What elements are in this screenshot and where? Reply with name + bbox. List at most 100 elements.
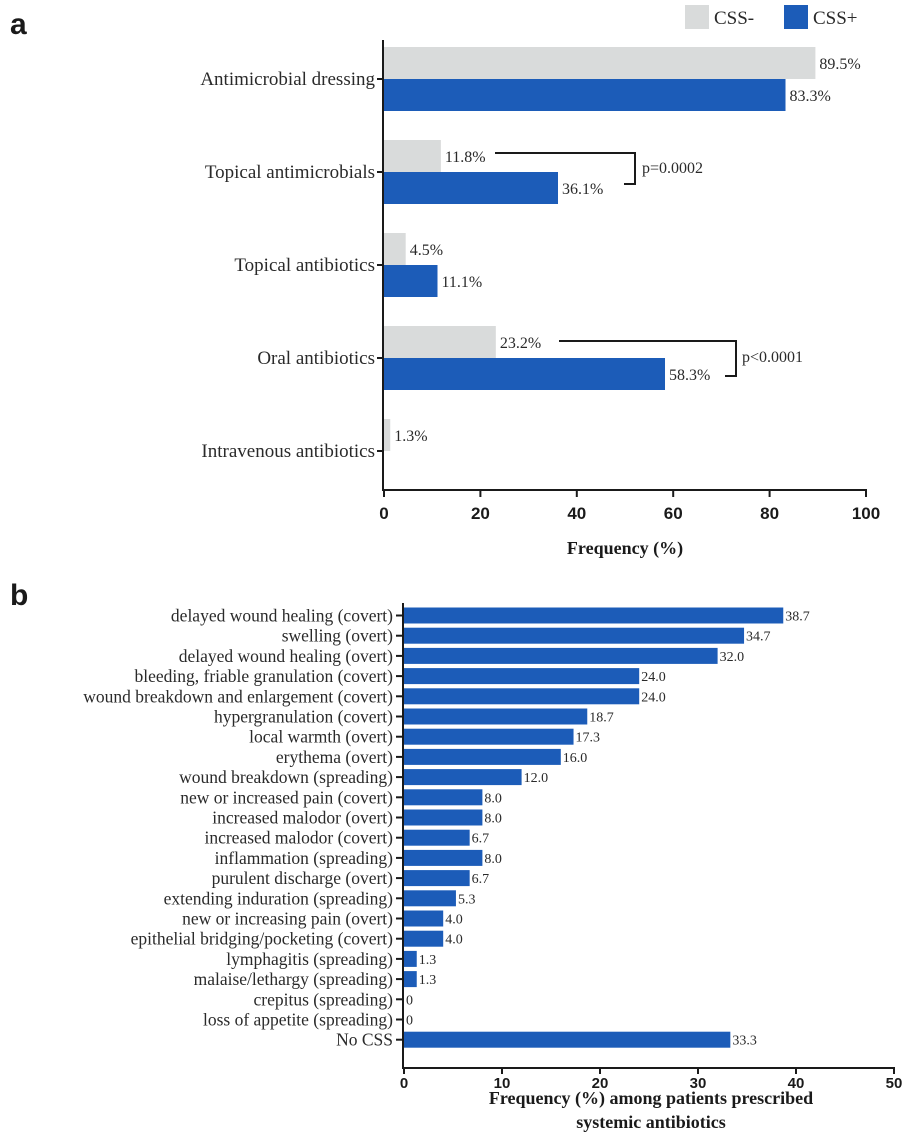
panel-b: b delayed wound healing (covert) 38.7 swel… bbox=[10, 579, 902, 1132]
x-tick-label-0: 0 bbox=[379, 504, 388, 523]
p-value-topical-antimicrobials: p=0.0002 bbox=[642, 160, 703, 177]
panel-a-bars bbox=[384, 47, 816, 451]
data-label-wound-breakdown-spreading: 12.0 bbox=[524, 771, 549, 786]
data-label-hypergranulation-covert: 18.7 bbox=[589, 711, 614, 726]
panel-a-x-ticks: 0 20 40 60 80 100 bbox=[379, 490, 880, 523]
category-label-no-css: No CSS bbox=[336, 1030, 393, 1050]
bracket-line bbox=[495, 152, 636, 185]
legend-label-css-minus: CSS- bbox=[714, 8, 754, 29]
category-label-malaise-lethargy-spreading: malaise/lethargy (spreading) bbox=[194, 969, 394, 989]
data-label-bleeding-friable-granulation-covert: 24.0 bbox=[641, 670, 666, 685]
data-label-css-antimicrobial-dressing: 83.3% bbox=[790, 88, 831, 105]
category-label-wound-breakdown-spreading: wound breakdown (spreading) bbox=[179, 767, 393, 787]
data-label-new-or-increasing-pain-overt: 4.0 bbox=[445, 913, 463, 928]
data-label-epithelial-bridging-pocketing-covert: 4.0 bbox=[445, 933, 463, 948]
category-label-hypergranulation-covert: hypergranulation (covert) bbox=[214, 707, 393, 727]
data-label-inflammation-spreading: 8.0 bbox=[484, 852, 502, 867]
bar-css-topical-antimicrobials bbox=[384, 140, 441, 172]
bracket-line bbox=[559, 340, 737, 377]
data-label-purulent-discharge-overt: 6.7 bbox=[472, 872, 490, 887]
category-label-inflammation-spreading: inflammation (spreading) bbox=[215, 848, 394, 868]
x-tick-label-40: 40 bbox=[567, 504, 586, 523]
data-label-lymphagitis-spreading: 1.3 bbox=[419, 953, 437, 968]
legend-label-css-plus: CSS+ bbox=[813, 8, 858, 29]
data-label-wound-breakdown-and-enlargement-covert: 24.0 bbox=[641, 690, 666, 705]
x-tick-label-80: 80 bbox=[760, 504, 779, 523]
data-label-local-warmth-overt: 17.3 bbox=[576, 731, 601, 746]
bar-local-warmth-overt bbox=[404, 728, 574, 745]
bar-css-antimicrobial-dressing bbox=[384, 47, 816, 79]
bar-css-oral-antibiotics bbox=[384, 326, 496, 358]
data-label-erythema-overt: 16.0 bbox=[563, 751, 588, 766]
bar-increased-malodor-covert bbox=[404, 829, 470, 846]
x-tick-label-60: 60 bbox=[664, 504, 683, 523]
bar-epithelial-bridging-pocketing-covert bbox=[404, 930, 444, 947]
category-label-delayed-wound-healing-overt: delayed wound healing (overt) bbox=[179, 646, 393, 666]
panel-a: a CSS- CSS+ Antimicrobial dressing 89.5% 8… bbox=[10, 5, 880, 559]
data-label-delayed-wound-healing-overt: 32.0 bbox=[720, 650, 745, 665]
x-tick-label-10: 10 bbox=[494, 1075, 511, 1092]
data-label-malaise-lethargy-spreading: 1.3 bbox=[419, 973, 437, 988]
category-label-increased-malodor-covert: increased malodor (covert) bbox=[204, 828, 393, 848]
category-label-topical-antibiotics: Topical antibiotics bbox=[234, 255, 375, 276]
legend-swatch-css-minus bbox=[685, 5, 709, 29]
panel-b-x-ticks: 0 10 20 30 40 50 bbox=[400, 1068, 903, 1092]
data-label-css-topical-antibiotics: 4.5% bbox=[410, 242, 443, 259]
x-tick-label-0: 0 bbox=[400, 1075, 408, 1092]
bar-css-oral-antibiotics bbox=[384, 358, 666, 390]
data-label-css-topical-antimicrobials: 11.8% bbox=[445, 149, 486, 166]
bar-css-intravenous-antibiotics bbox=[384, 419, 391, 451]
data-label-css-oral-antibiotics: 58.3% bbox=[669, 367, 710, 384]
bar-css-antimicrobial-dressing bbox=[384, 79, 786, 111]
bar-bleeding-friable-granulation-covert bbox=[404, 668, 640, 685]
category-label-new-or-increasing-pain-overt: new or increasing pain (overt) bbox=[182, 909, 393, 929]
data-label-crepitus-spreading: 0 bbox=[406, 993, 413, 1008]
x-tick-label-20: 20 bbox=[471, 504, 490, 523]
data-label-increased-malodor-covert: 6.7 bbox=[472, 832, 490, 847]
category-label-topical-antimicrobials: Topical antimicrobials bbox=[205, 162, 375, 183]
bar-erythema-overt bbox=[404, 748, 561, 765]
bar-css-topical-antimicrobials bbox=[384, 172, 559, 204]
panel-a-labels: Antimicrobial dressing 89.5% 83.3% Topical … bbox=[200, 56, 860, 462]
x-tick-label-20: 20 bbox=[592, 1075, 609, 1092]
bar-extending-induration-spreading bbox=[404, 890, 456, 907]
category-label-antimicrobial-dressing: Antimicrobial dressing bbox=[200, 69, 375, 90]
bar-wound-breakdown-and-enlargement-covert bbox=[404, 688, 640, 705]
bar-lymphagitis-spreading bbox=[404, 950, 417, 967]
panel-b-letter: b bbox=[10, 579, 28, 612]
x-tick-label-50: 50 bbox=[886, 1075, 903, 1092]
bar-hypergranulation-covert bbox=[404, 708, 588, 725]
data-label-no-css: 33.3 bbox=[732, 1034, 757, 1049]
data-label-css-antimicrobial-dressing: 89.5% bbox=[819, 56, 860, 73]
data-label-new-or-increased-pain-covert: 8.0 bbox=[484, 791, 502, 806]
panel-a-x-label: Frequency (%) bbox=[567, 538, 683, 559]
bar-delayed-wound-healing-overt bbox=[404, 647, 718, 664]
bar-inflammation-spreading bbox=[404, 849, 483, 866]
panel-b-x-label-line-2: systemic antibiotics bbox=[576, 1112, 725, 1132]
bar-swelling-overt bbox=[404, 627, 745, 644]
panel-b-bars bbox=[404, 607, 784, 1048]
x-tick-label-30: 30 bbox=[690, 1075, 707, 1092]
data-label-increased-malodor-overt: 8.0 bbox=[484, 812, 502, 827]
category-label-loss-of-appetite-spreading: loss of appetite (spreading) bbox=[203, 1010, 393, 1030]
category-label-extending-induration-spreading: extending induration (spreading) bbox=[164, 888, 394, 908]
category-label-crepitus-spreading: crepitus (spreading) bbox=[254, 989, 394, 1009]
panel-b-labels: delayed wound healing (covert) 38.7 swelli… bbox=[83, 606, 809, 1050]
category-label-lymphagitis-spreading: lymphagitis (spreading) bbox=[226, 949, 393, 969]
bar-wound-breakdown-spreading bbox=[404, 769, 522, 786]
significance-bracket-topical-antimicrobials: p=0.0002 bbox=[495, 152, 703, 185]
category-label-epithelial-bridging-pocketing-covert: epithelial bridging/pocketing (covert) bbox=[131, 929, 394, 949]
panel-a-letter: a bbox=[10, 8, 27, 41]
bar-no-css bbox=[404, 1031, 731, 1048]
bar-malaise-lethargy-spreading bbox=[404, 971, 417, 988]
data-label-css-topical-antibiotics: 11.1% bbox=[442, 274, 483, 291]
significance-bracket-oral-antibiotics: p<0.0001 bbox=[559, 340, 803, 377]
x-tick-label-40: 40 bbox=[788, 1075, 805, 1092]
category-label-oral-antibiotics: Oral antibiotics bbox=[257, 348, 375, 369]
category-label-local-warmth-overt: local warmth (overt) bbox=[249, 727, 393, 747]
bar-new-or-increased-pain-covert bbox=[404, 789, 483, 806]
bar-new-or-increasing-pain-overt bbox=[404, 910, 444, 927]
data-label-swelling-overt: 34.7 bbox=[746, 630, 771, 645]
category-label-erythema-overt: erythema (overt) bbox=[276, 747, 393, 767]
